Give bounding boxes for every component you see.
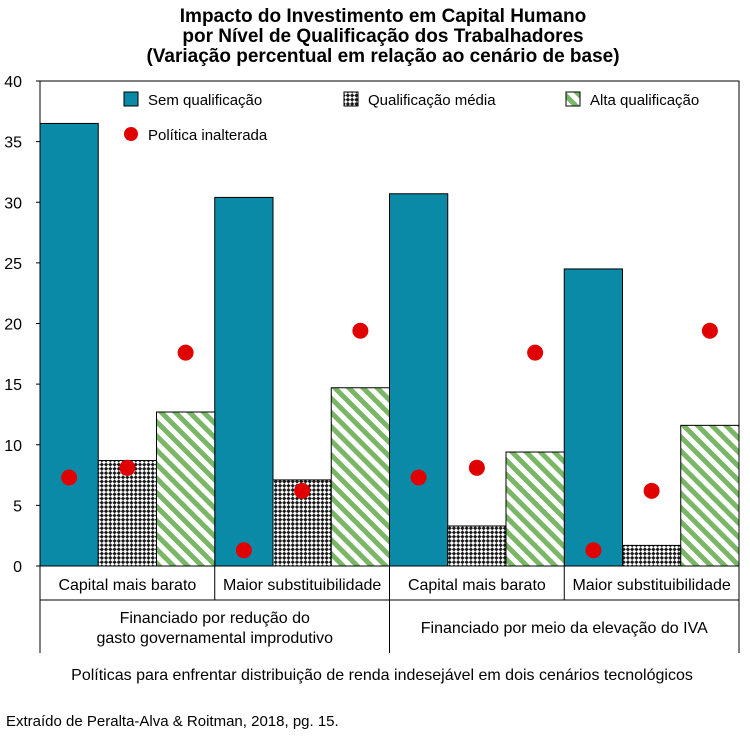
- title-line: por Nível de Qualificação dos Trabalhado…: [182, 26, 583, 47]
- legend-swatch: [343, 91, 359, 107]
- marker-point: [119, 459, 136, 476]
- bar: [214, 196, 274, 567]
- title-line: (Variação percentual em relação ao cenár…: [146, 46, 619, 67]
- y-tick-label: 0: [13, 559, 22, 576]
- legend-marker: [124, 127, 138, 141]
- marker-point: [585, 542, 602, 559]
- y-tick-label: 30: [4, 195, 22, 212]
- group-label: gasto governamental improdutivo: [96, 630, 333, 647]
- legend-swatch: [123, 91, 139, 107]
- marker-point: [410, 469, 427, 486]
- chart-title: Impacto do Investimento em Capital Human…: [146, 6, 619, 67]
- y-tick-label: 25: [4, 256, 22, 273]
- bar: [330, 387, 390, 567]
- legend: Sem qualificação Qualificação média Alta q…: [123, 91, 699, 144]
- legend-label: Sem qualificação: [148, 92, 262, 109]
- y-tick-label: 15: [4, 377, 22, 394]
- marker-point: [701, 322, 718, 339]
- marker-point: [352, 322, 369, 339]
- bar: [389, 193, 449, 567]
- marker-point: [235, 542, 252, 559]
- axes: 0 5 10 15 20 25 30 35 40: [4, 74, 41, 576]
- bar: [563, 268, 623, 567]
- category-label: Maior substituibilidade: [572, 577, 730, 594]
- legend-swatch: [565, 91, 581, 107]
- source-note: Extraído de Peralta-Alva & Roitman, 2018…: [6, 713, 339, 730]
- category-label: Capital mais barato: [408, 577, 546, 594]
- legend-label: Política inalterada: [148, 127, 268, 144]
- bars: [39, 122, 740, 567]
- bar: [39, 122, 99, 567]
- group-label: Financiado por meio da elevação do IVA: [421, 620, 708, 637]
- bar: [680, 424, 740, 567]
- y-tick-label: 5: [13, 498, 22, 515]
- markers: [61, 322, 718, 559]
- bar: [505, 451, 565, 567]
- category-label: Maior substituibilidade: [223, 577, 381, 594]
- marker-point: [643, 482, 660, 499]
- legend-label: Alta qualificação: [590, 92, 699, 109]
- category-label: Capital mais barato: [58, 577, 196, 594]
- x-axis-label: Políticas para enfrentar distribuição de…: [71, 667, 693, 684]
- y-tick-label: 10: [4, 438, 22, 455]
- legend-label: Qualificação média: [368, 92, 496, 109]
- title-line: Impacto do Investimento em Capital Human…: [180, 6, 586, 27]
- y-tick-label: 20: [4, 317, 22, 334]
- marker-point: [468, 459, 485, 476]
- bar: [447, 525, 507, 567]
- category-axis: Capital mais barato Maior substituibilida…: [39, 566, 740, 653]
- y-tick-label: 35: [4, 135, 22, 152]
- y-tick-label: 40: [4, 74, 22, 91]
- bar: [622, 544, 682, 567]
- bar: [97, 460, 157, 567]
- marker-point: [61, 469, 78, 486]
- bar: [156, 411, 216, 567]
- marker-point: [294, 482, 311, 499]
- marker-point: [527, 344, 544, 361]
- marker-point: [177, 344, 194, 361]
- group-label: Financiado por redução do: [120, 610, 310, 627]
